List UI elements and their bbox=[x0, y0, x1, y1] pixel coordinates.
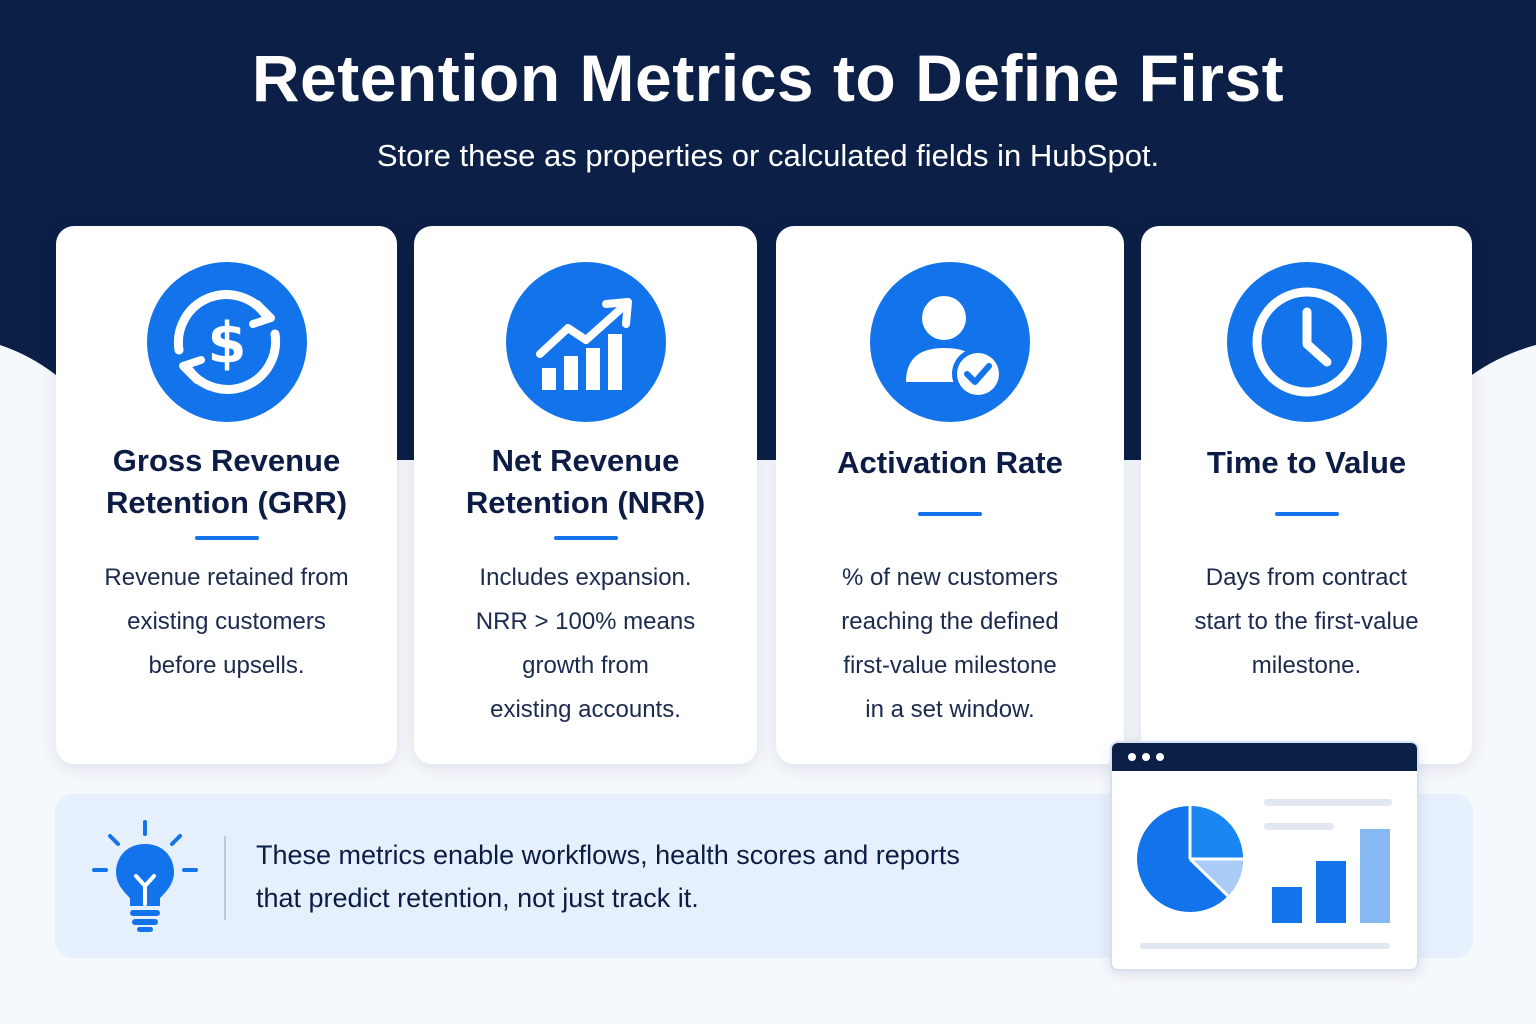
card-title-line: Activation Rate bbox=[837, 445, 1063, 480]
card-desc-line: Includes expansion. bbox=[479, 564, 692, 591]
title-underline bbox=[194, 536, 259, 540]
user-check-icon bbox=[870, 262, 1030, 422]
tip-text-line: These metrics enable workflows, health s… bbox=[256, 840, 960, 870]
page-subtitle: Store these as properties or calculated … bbox=[376, 138, 1160, 173]
page-title: Retention Metrics to Define First bbox=[251, 41, 1285, 115]
title-underline bbox=[553, 536, 618, 540]
card-desc-line: first-value milestone bbox=[843, 652, 1057, 679]
growth-chart-icon bbox=[505, 262, 666, 422]
card-desc-line: growth from bbox=[522, 652, 649, 679]
tip-text-line: that predict retention, not just track i… bbox=[256, 883, 699, 913]
card-desc-line: NRR > 100% means bbox=[475, 608, 696, 635]
metric-card-grr: $ Gross Revenue Retention (GRR) Revenue … bbox=[56, 226, 397, 764]
card-desc-line: before upsells. bbox=[148, 652, 305, 679]
lightbulb-icon bbox=[92, 820, 198, 932]
card-title-line: Retention (NRR) bbox=[465, 485, 706, 520]
card-desc-line: Revenue retained from bbox=[104, 564, 349, 591]
clock-icon bbox=[1226, 262, 1387, 422]
card-desc-line: start to the first-value bbox=[1194, 608, 1419, 635]
metric-card-nrr: Net Revenue Retention (NRR) Includes exp… bbox=[414, 226, 757, 764]
card-title-line: Gross Revenue bbox=[112, 443, 341, 478]
card-desc-line: existing customers bbox=[127, 608, 326, 635]
card-desc-line: milestone. bbox=[1251, 652, 1362, 679]
svg-text:$: $ bbox=[207, 311, 246, 376]
card-desc-line: reaching the defined bbox=[841, 608, 1059, 635]
title-underline bbox=[1274, 512, 1339, 516]
title-underline bbox=[918, 512, 982, 516]
card-title-line: Net Revenue bbox=[491, 443, 680, 478]
card-desc-line: Days from contract bbox=[1205, 564, 1408, 591]
metric-card-activation: Activation Rate % of new customers reach… bbox=[776, 226, 1124, 764]
card-title-line: Time to Value bbox=[1206, 445, 1407, 480]
card-desc-line: existing accounts. bbox=[490, 696, 681, 723]
metric-card-time-to-value: Time to Value Days from contract start t… bbox=[1141, 226, 1472, 764]
card-desc-line: in a set window. bbox=[865, 696, 1035, 723]
tip-divider bbox=[224, 836, 226, 920]
dollar-cycle-icon: $ bbox=[146, 262, 307, 422]
card-title-line: Retention (GRR) bbox=[105, 485, 348, 520]
dashboard-window-icon bbox=[1110, 741, 1419, 971]
card-desc-line: % of new customers bbox=[841, 564, 1059, 591]
